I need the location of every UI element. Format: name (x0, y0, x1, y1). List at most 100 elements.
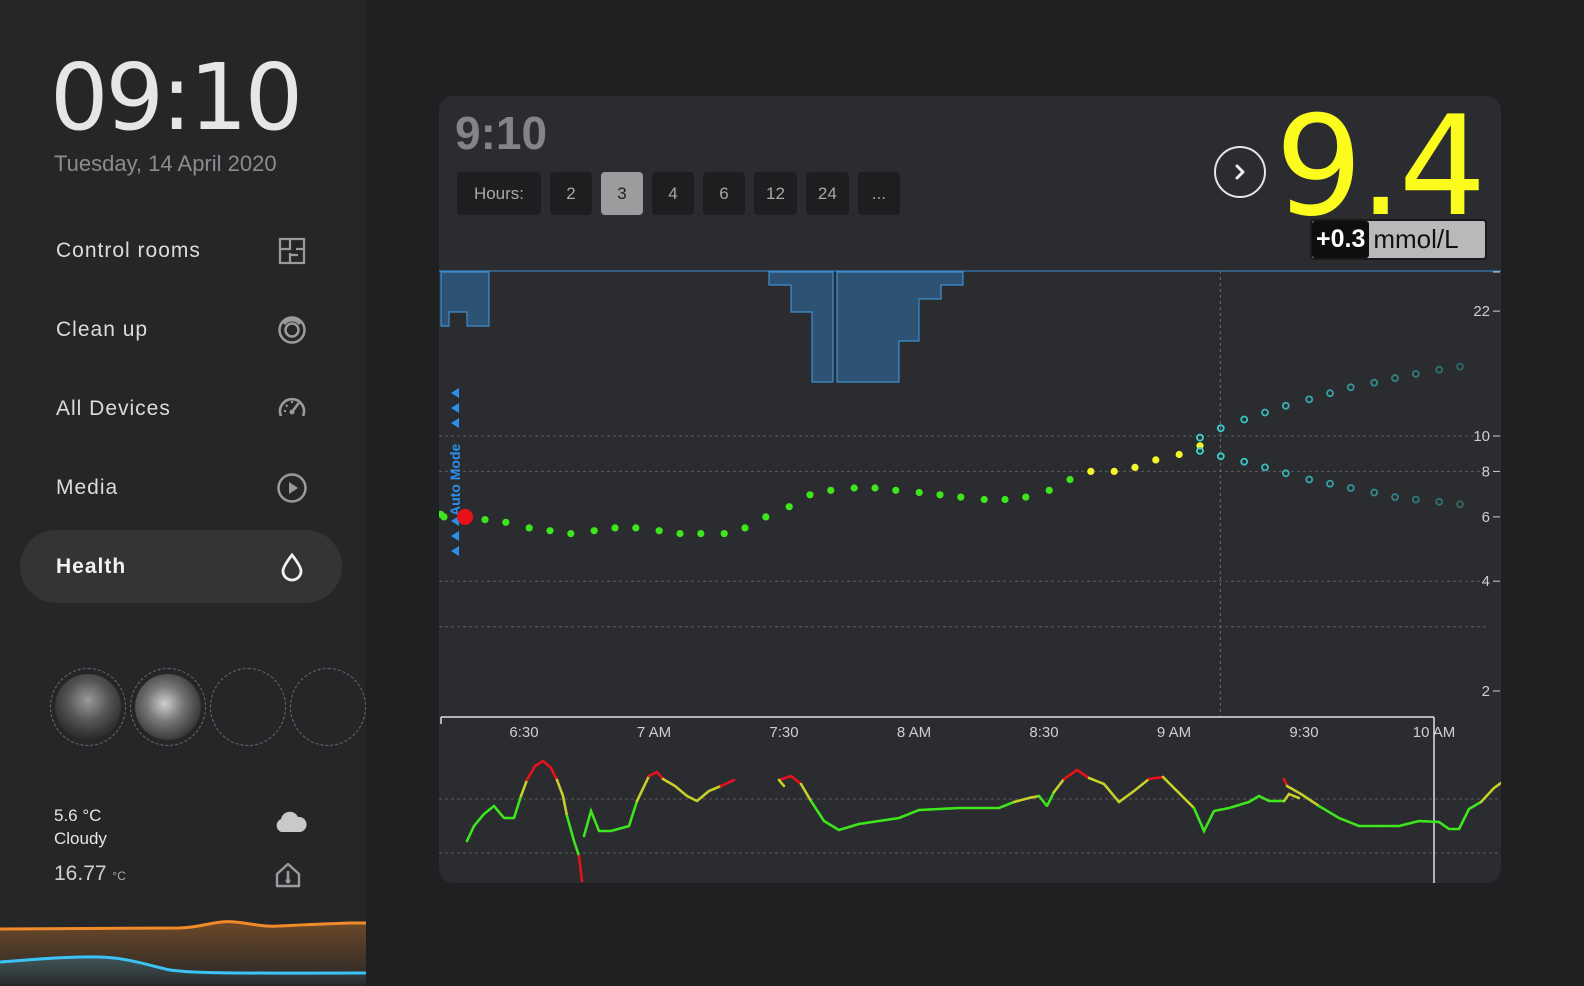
drop-icon (276, 551, 308, 583)
nav-item-label: Media (56, 475, 119, 499)
auto-mode-label: Auto Mode (447, 443, 463, 516)
nav-item-media[interactable]: Media (20, 451, 342, 524)
glucose-point (676, 530, 684, 538)
hours-button-4[interactable]: 4 (652, 172, 694, 215)
overview-trace (719, 778, 736, 788)
overview-trace (799, 782, 813, 803)
floorplan-icon (276, 235, 308, 267)
forecast-point (1240, 415, 1249, 424)
user-photo (135, 674, 201, 740)
glucose-point (1131, 463, 1139, 471)
nav-item-label: Clean up (56, 317, 149, 341)
glucose-point (785, 503, 793, 511)
x-tick-label: 9 AM (1157, 724, 1191, 741)
nav-item-clean-up[interactable]: Clean up (20, 293, 342, 366)
x-tick-label: 10 AM (1413, 724, 1456, 741)
nav-item-control-rooms[interactable]: Control rooms (20, 214, 342, 287)
avatar-empty[interactable] (210, 668, 286, 746)
avatar-empty[interactable] (290, 668, 366, 746)
hours-button-3[interactable]: 3 (601, 172, 643, 215)
glucose-unit: mmol/L (1373, 224, 1459, 254)
hours-button-2[interactable]: 2 (550, 172, 592, 215)
forecast-point (1216, 452, 1225, 461)
alert-marker (457, 508, 473, 525)
glucose-point (1045, 486, 1053, 494)
auto-mode-marker (451, 546, 459, 556)
glucose-point (915, 488, 923, 497)
overview-trace (565, 814, 581, 858)
chart-grid (439, 270, 1501, 883)
x-axis-labels: 6:30 7 AM 7:30 8 AM 8:30 9 AM 9:30 10 AM (509, 724, 1455, 741)
overview-trace (1052, 777, 1066, 794)
glucose-point (1022, 493, 1030, 501)
glucose-point (525, 524, 533, 532)
glucose-point (806, 491, 814, 499)
glucose-point (697, 530, 705, 538)
forecast-point (1411, 495, 1420, 504)
glucose-point (741, 524, 749, 532)
glucose-point (632, 524, 640, 532)
forecast-point (1370, 378, 1379, 387)
y-tick-label: 8 (1482, 463, 1490, 480)
forecast-point (1346, 484, 1355, 492)
overview-trace (1037, 790, 1056, 809)
overview-trace (1087, 776, 1151, 804)
nav-item-label: Health (56, 554, 127, 578)
gauge-icon (276, 393, 308, 425)
forecast-point (1456, 362, 1464, 371)
glucose-point (980, 495, 988, 504)
overview-trace (1012, 794, 1041, 804)
play-icon (276, 472, 308, 504)
forecast-point (1391, 374, 1399, 383)
forecast-point (1305, 395, 1314, 404)
forecast-point (1456, 500, 1464, 509)
hours-button-24[interactable]: 24 (805, 172, 849, 215)
glucose-card: 22 10 8 6 4 2 6:30 7 AM 7:30 8 AM 8:30 9 AM 9:30 10 … (439, 96, 1501, 883)
forecast-point (1411, 369, 1420, 378)
glucose-point (440, 513, 448, 521)
nav-item-all-devices[interactable]: All Devices (20, 372, 342, 445)
basal-bars (440, 271, 964, 383)
nav-item-label: All Devices (56, 396, 171, 420)
overview-trace (519, 778, 529, 798)
glucose-point (892, 486, 900, 494)
overview-trace (777, 778, 786, 788)
date: Tuesday, 14 April 2020 (54, 151, 277, 176)
nav-item-health[interactable]: Health (20, 530, 342, 603)
x-tick-label: 7:30 (769, 724, 798, 741)
glucose-point (850, 484, 858, 492)
forecast-point (1435, 365, 1444, 374)
robot-vacuum-icon (276, 314, 308, 346)
overview-trace (635, 774, 651, 803)
overview-trace (577, 854, 584, 883)
avatar-row (50, 668, 366, 746)
overview-trace (1317, 800, 1483, 831)
forecast-point (1281, 401, 1290, 410)
cloud-icon (272, 810, 308, 839)
overview-trace (1282, 792, 1301, 803)
auto-mode-marker (451, 531, 459, 541)
overview-trace (555, 778, 569, 818)
avatar[interactable] (130, 668, 206, 746)
overview-trace (809, 799, 1016, 832)
glucose-point (567, 530, 575, 538)
y-tick-label: 2 (1482, 683, 1490, 700)
hours-button-12[interactable]: 12 (754, 172, 797, 215)
y-tick-label: 6 (1482, 509, 1490, 526)
clock: 09:10 (50, 44, 303, 151)
hours-button-6[interactable]: 6 (703, 172, 745, 215)
glucose-point (936, 491, 944, 499)
weather-condition: Cloudy (54, 829, 107, 848)
overview-trace (1062, 768, 1091, 781)
next-button[interactable] (1214, 146, 1266, 198)
hours-button-more[interactable]: ... (857, 172, 900, 215)
glucose-point (546, 527, 554, 535)
avatar[interactable] (50, 668, 126, 746)
forecast-point (1326, 389, 1334, 398)
hours-label: Hours: (457, 172, 541, 215)
forecast-point (1326, 479, 1334, 488)
forecast-point (1240, 457, 1249, 466)
weather-temperature: 5.6 °C (54, 806, 102, 825)
glucose-point (1175, 450, 1183, 459)
sidebar-sparkline (0, 920, 366, 986)
